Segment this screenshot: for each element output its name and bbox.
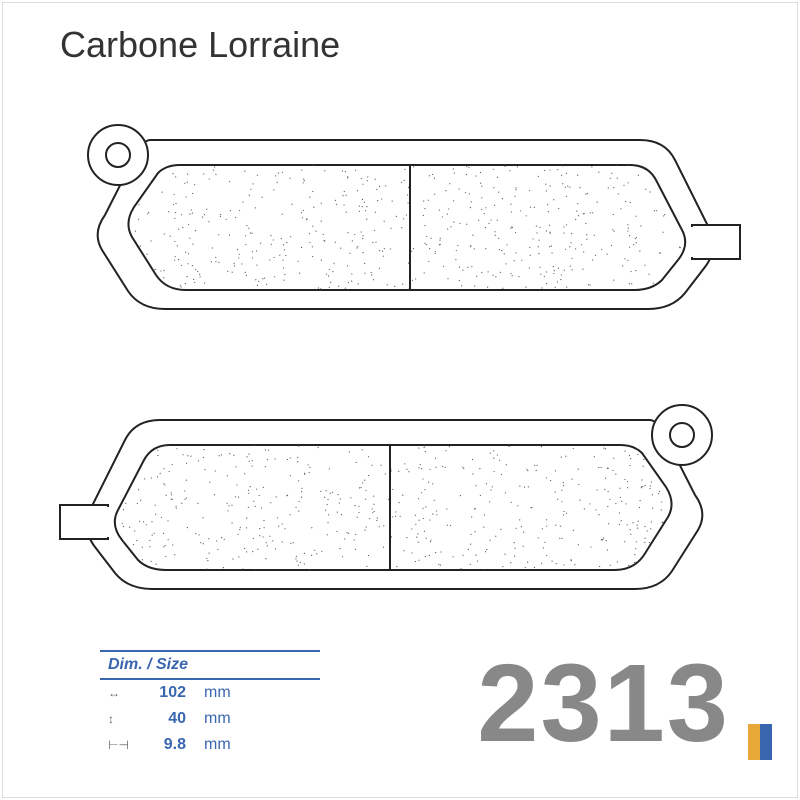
dimension-row: ↕ 40 mm xyxy=(100,706,320,732)
color-swatch xyxy=(748,724,772,760)
dimension-row: ↔ 102 mm xyxy=(100,680,320,706)
swatch-right-half xyxy=(760,724,772,760)
dim-icon: ↔ xyxy=(108,686,132,700)
part-number: 2313 xyxy=(477,640,730,767)
dim-icon: ↕ xyxy=(108,712,132,726)
brake-pad-bottom-svg xyxy=(50,375,750,635)
dimension-row: ⊢⊣ 9.8 mm xyxy=(100,732,320,758)
dim-unit: mm xyxy=(204,736,231,754)
dimensions-table: Dim. / Size ↔ 102 mm ↕ 40 mm ⊢⊣ 9.8 mm xyxy=(100,650,320,758)
brake-pad-top xyxy=(50,95,750,355)
dimensions-header: Dim. / Size xyxy=(100,650,320,680)
dim-unit: mm xyxy=(204,710,231,728)
dim-icon: ⊢⊣ xyxy=(108,738,132,752)
dim-unit: mm xyxy=(204,684,231,702)
brake-pad-bottom xyxy=(50,375,750,635)
dim-value: 102 xyxy=(150,684,186,702)
brand-title: Carbone Lorraine xyxy=(60,24,340,66)
swatch-left-half xyxy=(748,724,760,760)
dim-value: 9.8 xyxy=(150,736,186,754)
dim-value: 40 xyxy=(150,710,186,728)
dimensions-rows: ↔ 102 mm ↕ 40 mm ⊢⊣ 9.8 mm xyxy=(100,680,320,758)
brake-pad-top-svg xyxy=(50,95,750,355)
